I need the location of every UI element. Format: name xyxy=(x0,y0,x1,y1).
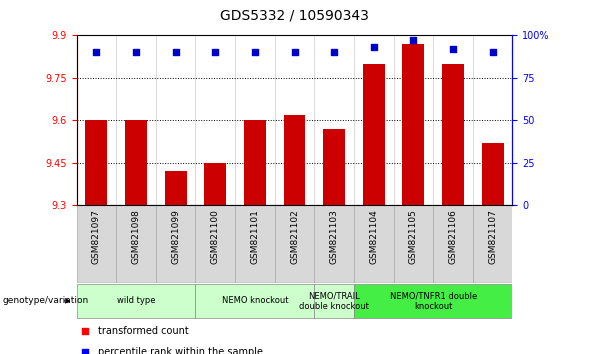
Text: percentile rank within the sample: percentile rank within the sample xyxy=(98,347,263,354)
Text: NEMO/TRAIL
double knockout: NEMO/TRAIL double knockout xyxy=(299,291,369,310)
Bar xyxy=(482,143,504,205)
Bar xyxy=(165,171,187,205)
FancyBboxPatch shape xyxy=(77,284,196,318)
FancyBboxPatch shape xyxy=(433,205,473,283)
Text: GSM821107: GSM821107 xyxy=(488,209,497,264)
FancyBboxPatch shape xyxy=(393,205,433,283)
FancyBboxPatch shape xyxy=(315,205,354,283)
FancyBboxPatch shape xyxy=(77,205,116,283)
Point xyxy=(250,50,260,55)
Bar xyxy=(85,120,107,205)
FancyBboxPatch shape xyxy=(196,284,315,318)
FancyBboxPatch shape xyxy=(354,205,393,283)
Point xyxy=(210,50,220,55)
Text: GSM821098: GSM821098 xyxy=(131,209,141,264)
Text: GSM821100: GSM821100 xyxy=(211,209,220,264)
Point xyxy=(329,50,339,55)
Point xyxy=(131,50,141,55)
Bar xyxy=(402,44,424,205)
FancyBboxPatch shape xyxy=(235,205,274,283)
Text: NEMO knockout: NEMO knockout xyxy=(221,296,288,306)
FancyBboxPatch shape xyxy=(473,205,512,283)
Text: GSM821097: GSM821097 xyxy=(92,209,101,264)
Bar xyxy=(244,120,266,205)
FancyBboxPatch shape xyxy=(274,205,315,283)
Point xyxy=(92,50,101,55)
Point xyxy=(369,45,379,50)
Text: GSM821103: GSM821103 xyxy=(330,209,339,264)
Text: GDS5332 / 10590343: GDS5332 / 10590343 xyxy=(220,9,369,23)
Bar xyxy=(323,129,345,205)
Text: NEMO/TNFR1 double
knockout: NEMO/TNFR1 double knockout xyxy=(389,291,477,310)
Point xyxy=(171,50,180,55)
Point xyxy=(409,38,418,43)
Bar xyxy=(125,120,147,205)
Point xyxy=(488,50,497,55)
Point xyxy=(81,329,90,334)
Point xyxy=(448,46,458,52)
FancyBboxPatch shape xyxy=(116,205,156,283)
Text: genotype/variation: genotype/variation xyxy=(3,296,89,306)
Point xyxy=(81,349,90,354)
Text: GSM821099: GSM821099 xyxy=(171,209,180,264)
Bar xyxy=(442,64,464,205)
Bar xyxy=(283,115,305,205)
Bar xyxy=(204,163,226,205)
Text: transformed count: transformed count xyxy=(98,326,189,337)
FancyBboxPatch shape xyxy=(354,284,512,318)
FancyBboxPatch shape xyxy=(196,205,235,283)
Text: GSM821104: GSM821104 xyxy=(369,209,378,264)
Point xyxy=(290,50,299,55)
Text: wild type: wild type xyxy=(117,296,155,306)
Text: GSM821105: GSM821105 xyxy=(409,209,418,264)
Bar xyxy=(363,64,385,205)
FancyBboxPatch shape xyxy=(315,284,354,318)
Text: GSM821101: GSM821101 xyxy=(250,209,259,264)
FancyBboxPatch shape xyxy=(156,205,196,283)
Text: GSM821102: GSM821102 xyxy=(290,209,299,264)
Text: GSM821106: GSM821106 xyxy=(448,209,458,264)
